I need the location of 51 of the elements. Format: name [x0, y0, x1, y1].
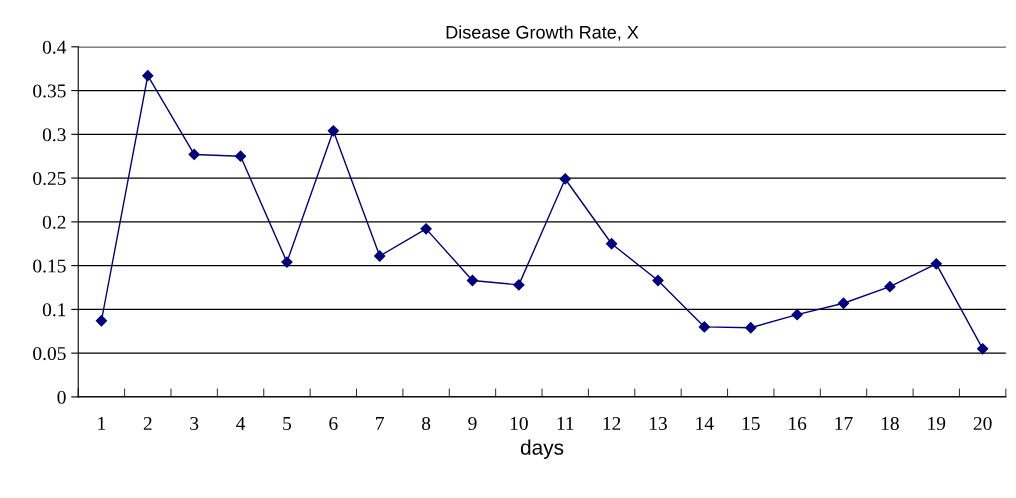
- x-tick-label: 12: [603, 416, 621, 430]
- point: [466, 274, 479, 287]
- x-tick-label: 3: [190, 416, 199, 431]
- point: [513, 279, 525, 291]
- y-tick-label: 0.25: [33, 171, 66, 186]
- point: [374, 250, 386, 262]
- point: [745, 322, 757, 334]
- x-tick-label: 19: [928, 416, 946, 431]
- y-tick-label: 0.35: [33, 84, 66, 98]
- x-tick-label: 7: [376, 417, 385, 430]
- x-tick-label: 14: [696, 417, 714, 430]
- x-tick-label: 20: [973, 416, 992, 431]
- x-tick-label: 13: [649, 416, 667, 431]
- x-tick-label: 1: [98, 417, 106, 430]
- y-tick-label: 0.3: [42, 128, 66, 142]
- x-tick-label: 18: [881, 416, 899, 431]
- point: [791, 309, 803, 321]
- x-tick-label: 2: [143, 416, 152, 430]
- y-tick-label: 0.2: [42, 215, 66, 229]
- point: [327, 125, 339, 137]
- x-tick-label: 16: [789, 416, 807, 431]
- y-tick-label: 0: [57, 390, 66, 404]
- y-tick-label: 0.4: [42, 40, 67, 54]
- point: [698, 321, 710, 333]
- point: [188, 148, 200, 161]
- x-tick-label: 11: [557, 417, 574, 430]
- point: [977, 343, 989, 355]
- point: [142, 70, 154, 82]
- y-tick-label: 0.05: [33, 346, 66, 361]
- point: [559, 173, 571, 185]
- y-tick-label: 0.1: [42, 303, 66, 317]
- x-tick-label: 6: [329, 416, 338, 431]
- x-tick-label: 5: [283, 417, 292, 431]
- point: [930, 258, 942, 270]
- point: [95, 315, 108, 327]
- x-tick-label: 9: [468, 416, 477, 431]
- x-tick-label: 4: [236, 417, 246, 430]
- point: [837, 297, 850, 309]
- point: [652, 274, 664, 287]
- x-tick-label: 15: [742, 417, 760, 431]
- x-axis-title: days: [520, 439, 564, 459]
- x-tick-label: 10: [510, 416, 528, 431]
- point: [606, 238, 618, 250]
- y-tick-label: 0.15: [33, 259, 66, 273]
- x-tick-label: 17: [835, 417, 853, 430]
- chart-title: Disease Growth Rate, X: [446, 25, 639, 41]
- point: [420, 223, 432, 235]
- point: [281, 256, 293, 268]
- point: [234, 150, 247, 162]
- x-tick-label: 8: [421, 416, 431, 431]
- point: [884, 281, 896, 293]
